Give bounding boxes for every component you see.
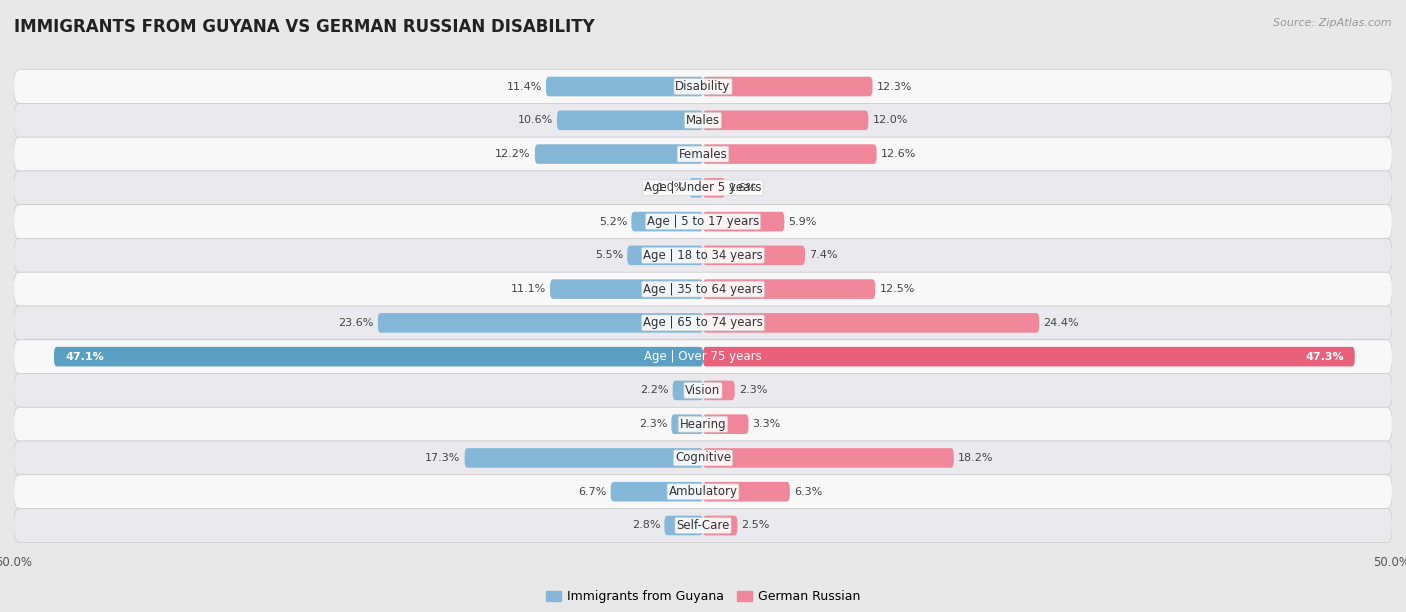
FancyBboxPatch shape	[689, 178, 703, 198]
FancyBboxPatch shape	[703, 516, 738, 536]
FancyBboxPatch shape	[703, 212, 785, 231]
FancyBboxPatch shape	[703, 414, 748, 434]
Text: Males: Males	[686, 114, 720, 127]
Text: 10.6%: 10.6%	[517, 115, 553, 125]
FancyBboxPatch shape	[14, 306, 1392, 340]
FancyBboxPatch shape	[14, 509, 1392, 542]
Text: Source: ZipAtlas.com: Source: ZipAtlas.com	[1274, 18, 1392, 28]
Text: 3.3%: 3.3%	[752, 419, 780, 429]
FancyBboxPatch shape	[14, 70, 1392, 103]
Text: 23.6%: 23.6%	[339, 318, 374, 328]
FancyBboxPatch shape	[703, 313, 1039, 333]
FancyBboxPatch shape	[14, 204, 1392, 239]
FancyBboxPatch shape	[610, 482, 703, 501]
FancyBboxPatch shape	[703, 347, 1355, 367]
FancyBboxPatch shape	[14, 475, 1392, 509]
Text: 12.2%: 12.2%	[495, 149, 531, 159]
FancyBboxPatch shape	[627, 245, 703, 265]
Text: 17.3%: 17.3%	[425, 453, 461, 463]
FancyBboxPatch shape	[703, 144, 876, 164]
FancyBboxPatch shape	[703, 111, 869, 130]
FancyBboxPatch shape	[14, 103, 1392, 137]
Text: 7.4%: 7.4%	[808, 250, 838, 260]
Text: Cognitive: Cognitive	[675, 452, 731, 465]
Text: 6.3%: 6.3%	[794, 487, 823, 497]
Text: Hearing: Hearing	[679, 417, 727, 431]
FancyBboxPatch shape	[14, 171, 1392, 204]
Text: 47.3%: 47.3%	[1305, 352, 1344, 362]
Text: Age | Over 75 years: Age | Over 75 years	[644, 350, 762, 363]
Text: 2.8%: 2.8%	[631, 520, 661, 531]
FancyBboxPatch shape	[14, 441, 1392, 475]
FancyBboxPatch shape	[703, 178, 725, 198]
FancyBboxPatch shape	[550, 279, 703, 299]
FancyBboxPatch shape	[14, 272, 1392, 306]
Text: 5.5%: 5.5%	[595, 250, 623, 260]
Text: Age | Under 5 years: Age | Under 5 years	[644, 181, 762, 195]
FancyBboxPatch shape	[703, 448, 953, 468]
Text: 11.1%: 11.1%	[510, 284, 546, 294]
Text: Age | 18 to 34 years: Age | 18 to 34 years	[643, 249, 763, 262]
Text: 6.7%: 6.7%	[578, 487, 606, 497]
FancyBboxPatch shape	[14, 137, 1392, 171]
Text: Age | 65 to 74 years: Age | 65 to 74 years	[643, 316, 763, 329]
Text: 1.6%: 1.6%	[730, 183, 758, 193]
Text: 12.3%: 12.3%	[876, 81, 912, 92]
Legend: Immigrants from Guyana, German Russian: Immigrants from Guyana, German Russian	[541, 585, 865, 608]
Text: 5.9%: 5.9%	[789, 217, 817, 226]
Text: 2.5%: 2.5%	[741, 520, 770, 531]
Text: Age | 35 to 64 years: Age | 35 to 64 years	[643, 283, 763, 296]
FancyBboxPatch shape	[671, 414, 703, 434]
Text: IMMIGRANTS FROM GUYANA VS GERMAN RUSSIAN DISABILITY: IMMIGRANTS FROM GUYANA VS GERMAN RUSSIAN…	[14, 18, 595, 36]
FancyBboxPatch shape	[464, 448, 703, 468]
Text: Vision: Vision	[685, 384, 721, 397]
FancyBboxPatch shape	[631, 212, 703, 231]
FancyBboxPatch shape	[534, 144, 703, 164]
Text: 12.5%: 12.5%	[879, 284, 915, 294]
FancyBboxPatch shape	[672, 381, 703, 400]
FancyBboxPatch shape	[14, 373, 1392, 408]
Text: 1.0%: 1.0%	[657, 183, 685, 193]
FancyBboxPatch shape	[14, 340, 1392, 373]
Text: Self-Care: Self-Care	[676, 519, 730, 532]
FancyBboxPatch shape	[378, 313, 703, 333]
FancyBboxPatch shape	[14, 239, 1392, 272]
Text: Age | 5 to 17 years: Age | 5 to 17 years	[647, 215, 759, 228]
FancyBboxPatch shape	[703, 381, 735, 400]
Text: 12.6%: 12.6%	[880, 149, 917, 159]
FancyBboxPatch shape	[14, 408, 1392, 441]
Text: 2.3%: 2.3%	[638, 419, 668, 429]
Text: 2.2%: 2.2%	[640, 386, 669, 395]
Text: Ambulatory: Ambulatory	[668, 485, 738, 498]
FancyBboxPatch shape	[703, 482, 790, 501]
FancyBboxPatch shape	[546, 76, 703, 96]
FancyBboxPatch shape	[703, 245, 806, 265]
Text: Disability: Disability	[675, 80, 731, 93]
FancyBboxPatch shape	[665, 516, 703, 536]
Text: 47.1%: 47.1%	[65, 352, 104, 362]
FancyBboxPatch shape	[703, 279, 875, 299]
FancyBboxPatch shape	[53, 347, 703, 367]
FancyBboxPatch shape	[557, 111, 703, 130]
Text: 5.2%: 5.2%	[599, 217, 627, 226]
Text: 12.0%: 12.0%	[873, 115, 908, 125]
FancyBboxPatch shape	[703, 76, 873, 96]
Text: 11.4%: 11.4%	[506, 81, 541, 92]
Text: 18.2%: 18.2%	[957, 453, 994, 463]
Text: 2.3%: 2.3%	[738, 386, 768, 395]
Text: 24.4%: 24.4%	[1043, 318, 1078, 328]
Text: Females: Females	[679, 147, 727, 160]
